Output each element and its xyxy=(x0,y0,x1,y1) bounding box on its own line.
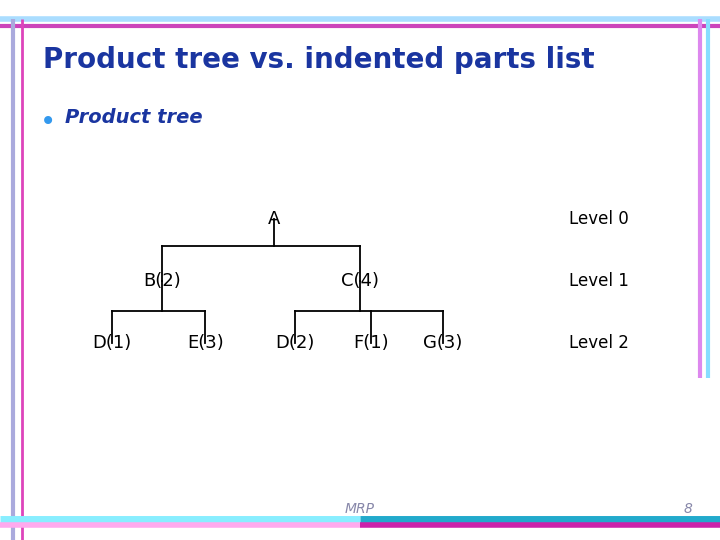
Text: D(2): D(2) xyxy=(276,334,315,352)
Text: Product tree vs. indented parts list: Product tree vs. indented parts list xyxy=(43,46,595,74)
Text: •: • xyxy=(40,108,56,136)
Text: MRP: MRP xyxy=(345,502,375,516)
Text: G(3): G(3) xyxy=(423,334,462,352)
Text: E(3): E(3) xyxy=(186,334,224,352)
Text: 8: 8 xyxy=(683,502,692,516)
Text: Level 0: Level 0 xyxy=(569,210,629,228)
Text: Product tree: Product tree xyxy=(65,108,202,127)
Text: A: A xyxy=(267,210,280,228)
Text: B(2): B(2) xyxy=(143,272,181,290)
Text: Level 1: Level 1 xyxy=(569,272,629,290)
Text: C(4): C(4) xyxy=(341,272,379,290)
Text: D(1): D(1) xyxy=(92,334,131,352)
Text: Level 2: Level 2 xyxy=(569,334,629,352)
Text: F(1): F(1) xyxy=(353,334,389,352)
